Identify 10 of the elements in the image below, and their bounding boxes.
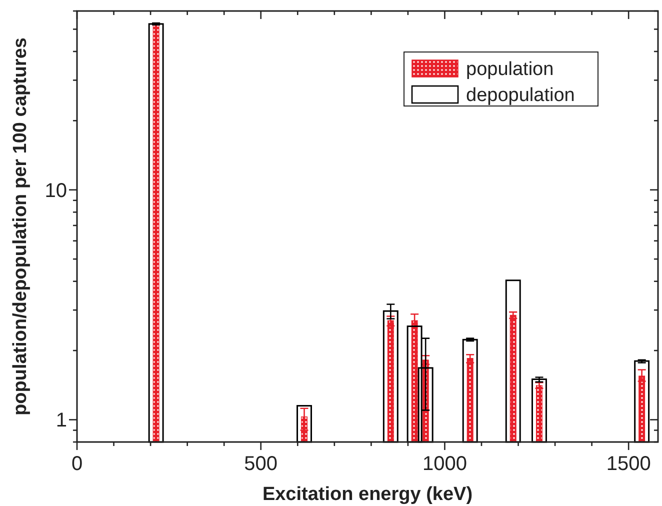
legend-label: population [466, 59, 554, 80]
legend-label: depopulation [466, 85, 575, 106]
x-tick-label: 1000 [422, 453, 467, 475]
x-tick-label: 1500 [606, 453, 651, 475]
y-axis-title: population/depopulation per 100 captures [10, 38, 31, 416]
x-axis-title: Excitation energy (keV) [262, 484, 473, 505]
x-tick-label: 0 [71, 453, 83, 475]
y-tick-label: 1 [56, 410, 67, 432]
x-tick-label: 500 [244, 453, 278, 475]
y-tick-label: 10 [44, 180, 67, 202]
